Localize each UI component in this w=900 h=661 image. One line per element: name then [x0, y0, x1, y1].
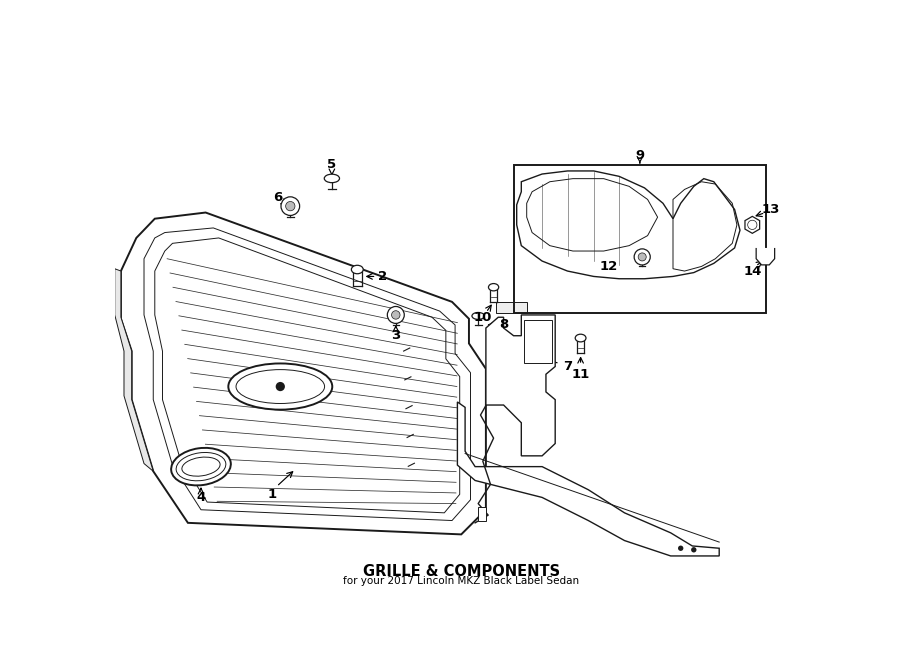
Text: 10: 10: [473, 311, 492, 324]
Polygon shape: [115, 269, 153, 471]
Text: 2: 2: [378, 270, 387, 283]
Circle shape: [285, 202, 295, 211]
Circle shape: [691, 547, 697, 553]
Ellipse shape: [472, 313, 484, 319]
Circle shape: [634, 249, 650, 265]
Polygon shape: [517, 171, 740, 279]
Text: 8: 8: [499, 319, 508, 331]
Text: 5: 5: [328, 158, 337, 171]
Text: GRILLE & COMPONENTS: GRILLE & COMPONENTS: [363, 564, 560, 579]
Ellipse shape: [171, 448, 230, 485]
Polygon shape: [745, 216, 760, 233]
Text: 3: 3: [392, 329, 400, 342]
Polygon shape: [457, 402, 719, 556]
Circle shape: [281, 197, 300, 215]
Polygon shape: [486, 315, 555, 456]
Text: 7: 7: [562, 360, 572, 373]
Ellipse shape: [489, 284, 499, 291]
Text: 14: 14: [743, 264, 761, 278]
Circle shape: [275, 382, 285, 391]
Text: 13: 13: [761, 203, 780, 216]
Ellipse shape: [351, 265, 364, 274]
Text: 6: 6: [274, 190, 283, 204]
Polygon shape: [756, 248, 775, 265]
Text: 11: 11: [572, 368, 590, 381]
Text: 1: 1: [268, 488, 277, 501]
Ellipse shape: [229, 364, 332, 410]
Text: 9: 9: [635, 149, 644, 162]
Polygon shape: [478, 508, 486, 520]
Polygon shape: [496, 302, 526, 313]
Text: for your 2017 Lincoln MKZ Black Label Sedan: for your 2017 Lincoln MKZ Black Label Se…: [343, 576, 580, 586]
Ellipse shape: [575, 334, 586, 342]
Circle shape: [387, 307, 404, 323]
Circle shape: [678, 545, 683, 551]
Polygon shape: [121, 213, 486, 534]
Ellipse shape: [324, 175, 339, 182]
Text: 12: 12: [600, 260, 618, 273]
Circle shape: [638, 253, 646, 261]
Circle shape: [392, 311, 400, 319]
Text: 4: 4: [196, 491, 205, 504]
